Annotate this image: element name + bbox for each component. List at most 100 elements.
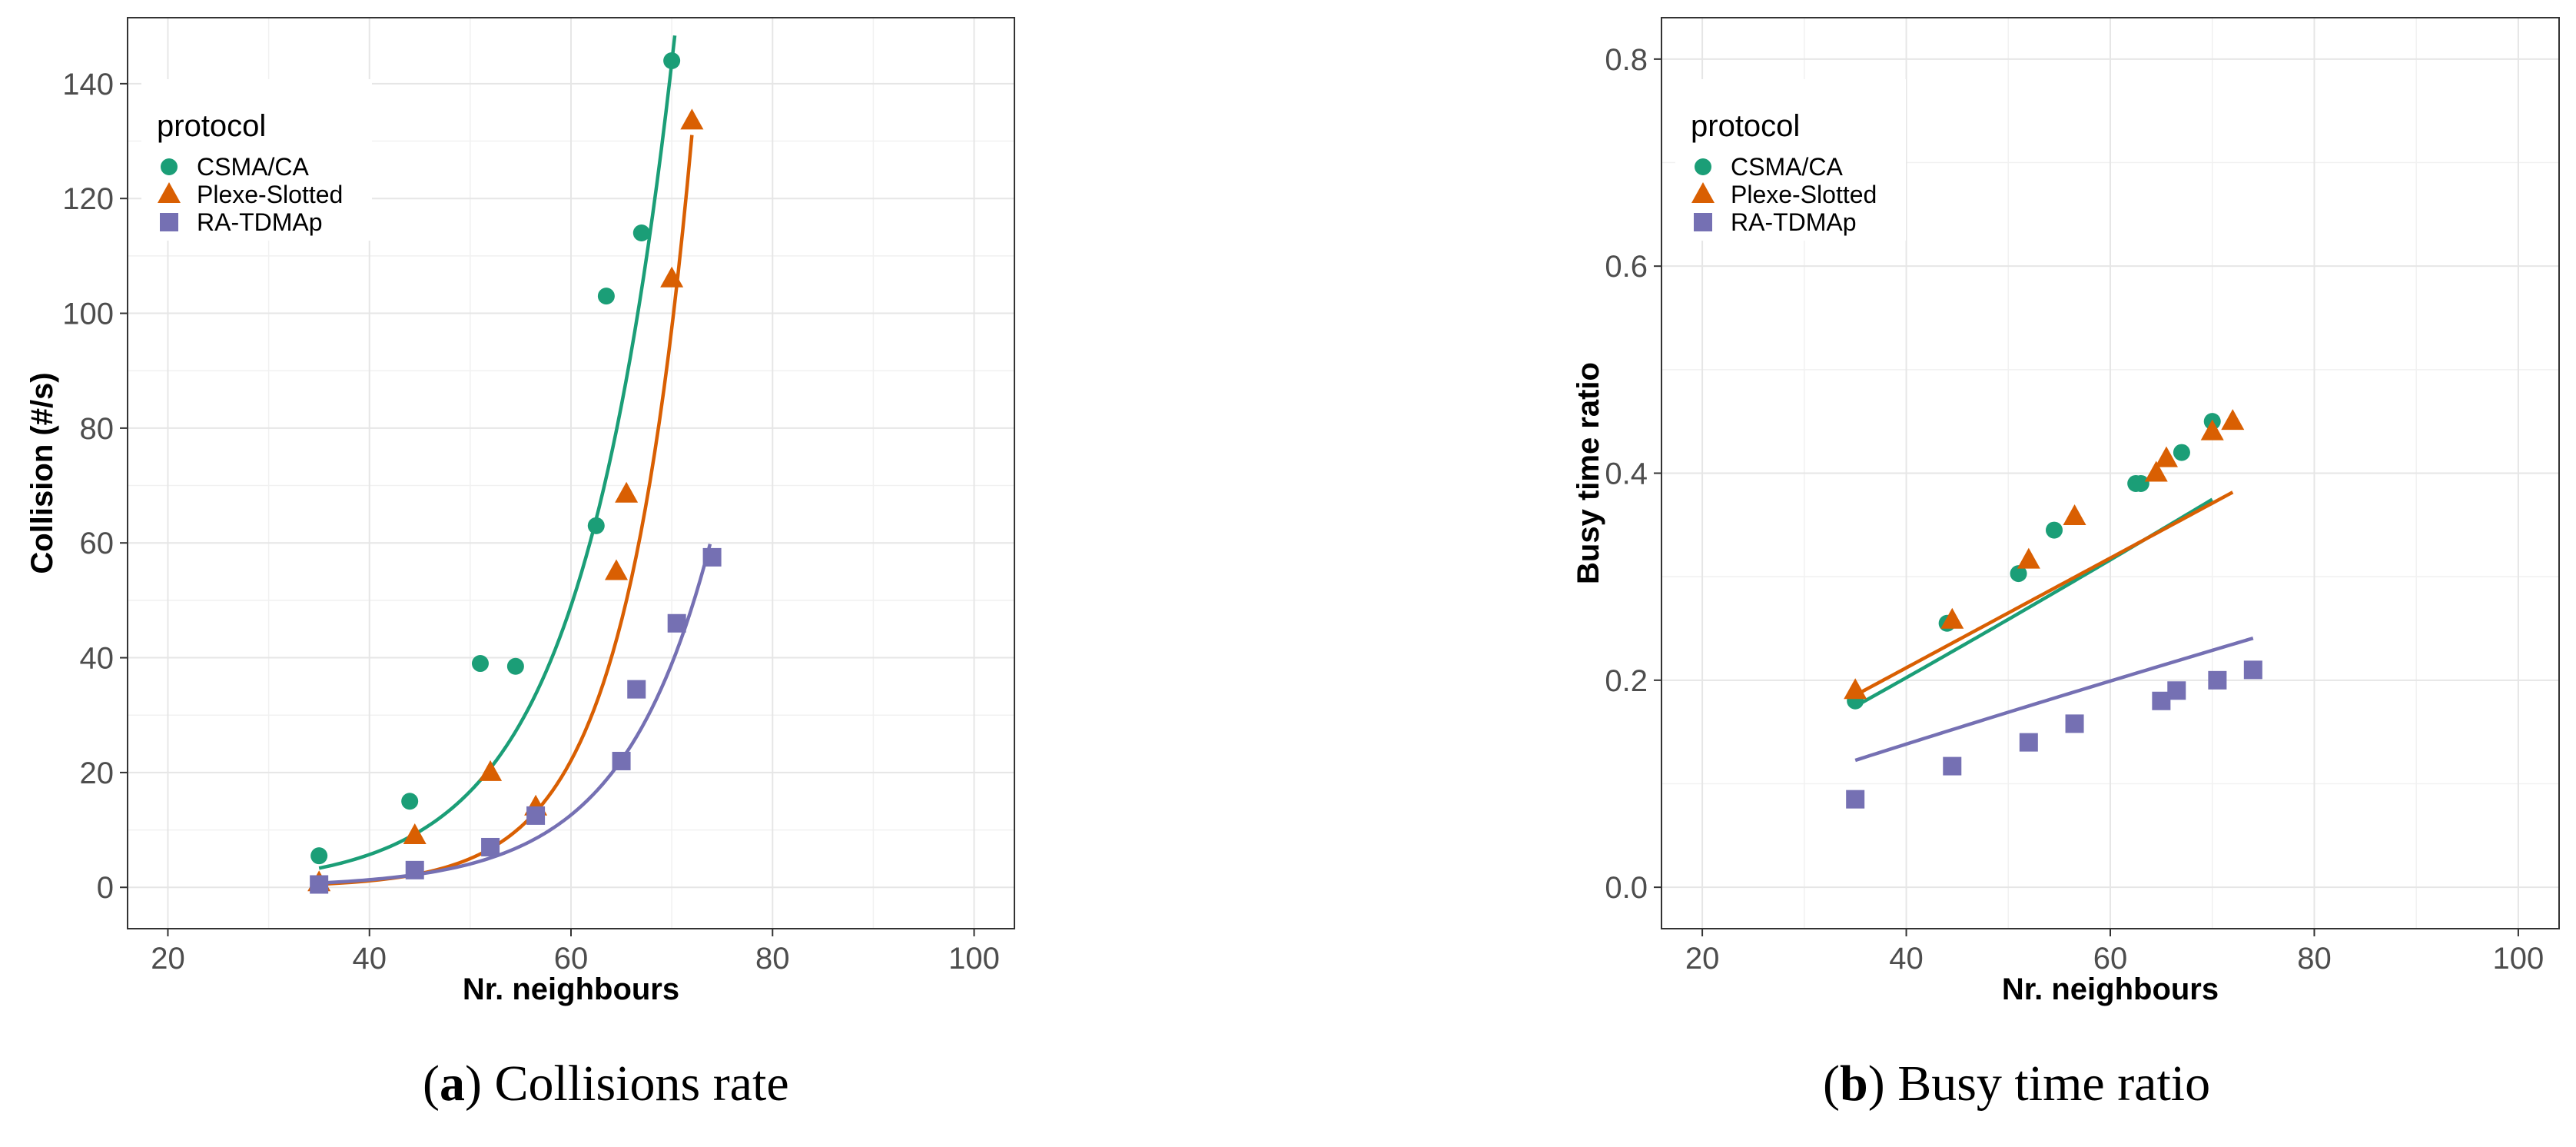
chart-b-point-plexe-slotted — [1844, 678, 1867, 700]
chart-b-legend-bg — [1675, 79, 1906, 241]
chart-a-point-plexe-slotted — [615, 481, 639, 503]
chart-a-point-ra-tdmap — [481, 837, 500, 856]
chart-a-y-tick-label: 20 — [80, 756, 115, 790]
chart-a-y-tick-label: 0 — [97, 871, 114, 905]
chart-a-legend-title: protocol — [157, 109, 266, 143]
chart-a-point-ra-tdmap — [526, 806, 546, 825]
chart-b-point-csma-ca — [2046, 521, 2063, 539]
caption-a-text: Collisions rate — [494, 1056, 789, 1112]
chart-a-legend-label-plexe-slotted: Plexe-Slotted — [197, 181, 343, 208]
chart-b-point-csma-ca — [2010, 565, 2027, 583]
chart-a-point-ra-tdmap — [667, 613, 686, 633]
chart-b-point-ra-tdmap — [2167, 681, 2186, 700]
chart-b-legend-title: protocol — [1691, 109, 1800, 143]
chart-b-y-axis-title: Busy time ratio — [1572, 362, 1605, 584]
chart-a-point-ra-tdmap — [627, 680, 646, 699]
chart-a-x-tick-label: 60 — [554, 942, 589, 976]
chart-b-y-tick-label: 0.2 — [1605, 664, 1648, 698]
chart-a-legend-key-csma-ca — [161, 158, 178, 175]
chart-a-x-tick-label: 80 — [755, 942, 790, 976]
chart-a-point-csma-ca — [587, 517, 605, 534]
chart-a-series-csma-ca — [310, 52, 681, 865]
caption-a: (a) Collisions rate — [423, 1056, 789, 1112]
chart-b-point-csma-ca — [2132, 474, 2149, 492]
chart-a-point-csma-ca — [401, 793, 419, 810]
chart-b-point-ra-tdmap — [1846, 790, 1865, 809]
chart-a-legend-label-csma-ca: CSMA/CA — [197, 153, 309, 181]
chart-a-fit-csma-ca — [318, 35, 677, 870]
chart-b-x-tick-label: 100 — [2493, 942, 2544, 976]
chart-b-point-plexe-slotted — [1940, 607, 1964, 629]
caption-a-label: a — [439, 1056, 465, 1112]
chart-b-legend-key-plexe-slotted — [1691, 182, 1715, 203]
chart-a-y-tick-label: 40 — [80, 642, 115, 676]
chart-a-x-tick-label: 100 — [948, 942, 1000, 976]
caption-b-label: b — [1839, 1056, 1868, 1112]
chart-a-legend-bg — [141, 79, 372, 241]
chart-a-point-ra-tdmap — [405, 860, 424, 879]
chart-a-y-tick-label: 60 — [80, 527, 115, 560]
chart-a-legend-key-plexe-slotted — [158, 182, 181, 203]
chart-b-y-tick-label: 0.0 — [1605, 871, 1648, 905]
chart-b-series-ra-tdmap — [1846, 660, 2262, 809]
chart-a-legend-key-ra-tdmap — [160, 213, 178, 231]
chart-b-x-tick-label: 60 — [2093, 942, 2128, 976]
chart-a-point-plexe-slotted — [660, 266, 684, 288]
chart-a-point-csma-ca — [471, 655, 489, 673]
chart-a-point-csma-ca — [506, 657, 524, 675]
chart-b-y-tick-label: 0.6 — [1605, 250, 1648, 284]
chart-a-grid — [128, 18, 1014, 929]
chart-b-x-tick-label: 40 — [1889, 942, 1924, 976]
chart-a-x-tick-label: 20 — [151, 942, 185, 976]
chart-a-point-plexe-slotted — [403, 823, 427, 845]
chart-a-point-csma-ca — [310, 847, 328, 865]
chart-b-point-plexe-slotted — [2155, 446, 2178, 467]
chart-b-point-plexe-slotted — [2200, 419, 2224, 441]
chart-a-y-tick-label: 80 — [80, 412, 115, 446]
chart-b-point-ra-tdmap — [2243, 660, 2262, 680]
chart-b-point-ra-tdmap — [2065, 714, 2084, 733]
chart-b-point-plexe-slotted — [2221, 409, 2245, 431]
caption-b: (b) Busy time ratio — [1823, 1056, 2211, 1112]
caption-b-text: Busy time ratio — [1897, 1056, 2211, 1112]
chart-a-y-tick-label: 120 — [62, 182, 114, 216]
chart-a-y-axis-title: Collision (#/s) — [25, 372, 59, 574]
chart-a-point-plexe-slotted — [479, 760, 503, 781]
chart-b-x-tick-label: 20 — [1685, 942, 1720, 976]
chart-b-legend-key-csma-ca — [1695, 158, 1711, 175]
chart-b-grid — [1661, 18, 2559, 929]
chart-b-point-csma-ca — [2173, 444, 2190, 461]
chart-a-point-ra-tdmap — [612, 751, 631, 770]
collisions-rate-chart: 20 40 60 80 100 0 20 40 60 80 100 120 140 Nr. neighbo… — [25, 17, 1015, 1006]
chart-b-point-ra-tdmap — [1943, 756, 1962, 776]
busy-time-ratio-chart: 20 40 60 80 100 0.0 0.2 0.4 0.6 0.8 Nr. neighbours… — [1572, 17, 2560, 1006]
chart-b-point-plexe-slotted — [2017, 547, 2040, 569]
chart-b-x-tick-label: 80 — [2297, 942, 2332, 976]
chart-a-point-ra-tdmap — [702, 547, 722, 567]
chart-b-legend-label-plexe-slotted: Plexe-Slotted — [1731, 181, 1877, 208]
chart-a-fit-ra-tdmap — [319, 544, 712, 885]
chart-b-x-axis-title: Nr. neighbours — [2002, 972, 2219, 1006]
chart-a-x-tick-label: 40 — [352, 942, 387, 976]
chart-b-fit-ra-tdmap — [1854, 637, 2254, 763]
chart-a-legend-label-ra-tdmap: RA-TDMAp — [197, 208, 323, 236]
chart-a-series-ra-tdmap — [310, 547, 722, 894]
chart-a-point-csma-ca — [632, 224, 650, 242]
chart-a-point-plexe-slotted — [605, 559, 629, 580]
chart-b-series-plexe-slotted — [1844, 409, 2245, 700]
chart-b-y-tick-label: 0.8 — [1605, 43, 1648, 77]
chart-a-x-axis-title: Nr. neighbours — [463, 972, 679, 1006]
chart-b-point-ra-tdmap — [2019, 733, 2038, 752]
chart-a-point-plexe-slotted — [680, 108, 704, 130]
chart-b-legend-label-csma-ca: CSMA/CA — [1731, 153, 1843, 181]
chart-b-legend-label-ra-tdmap: RA-TDMAp — [1731, 208, 1857, 236]
chart-a-point-csma-ca — [597, 288, 615, 305]
chart-b-point-plexe-slotted — [2063, 504, 2086, 526]
chart-b-y-tick-label: 0.4 — [1605, 457, 1648, 491]
chart-a-y-tick-label: 100 — [62, 298, 114, 331]
chart-a-y-tick-label: 140 — [62, 68, 114, 101]
chart-b-point-ra-tdmap — [2208, 670, 2227, 690]
chart-a-point-csma-ca — [663, 52, 681, 70]
